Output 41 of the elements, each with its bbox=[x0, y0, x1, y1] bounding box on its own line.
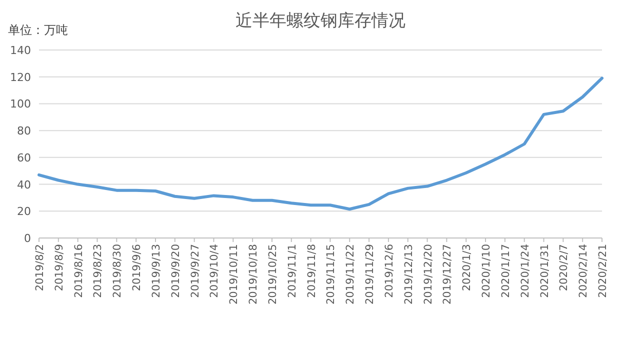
y-tick-label: 40 bbox=[17, 178, 31, 192]
x-tick-label: 2019/12/27 bbox=[442, 244, 454, 305]
x-tick-label: 2019/9/27 bbox=[189, 244, 202, 298]
x-tick-label: 2019/8/16 bbox=[72, 244, 85, 298]
x-tick-label: 2020/1/10 bbox=[480, 244, 493, 298]
x-tick-label: 2020/1/24 bbox=[519, 244, 532, 298]
x-tick-label: 2019/10/25 bbox=[266, 244, 279, 305]
x-tick-label: 2019/10/11 bbox=[228, 244, 240, 305]
x-tick-label: 2020/1/17 bbox=[500, 244, 512, 298]
x-tick-label: 2019/11/29 bbox=[364, 244, 376, 305]
y-tick-label: 80 bbox=[17, 124, 31, 138]
y-tick-label: 60 bbox=[17, 151, 31, 164]
chart-title: 近半年螺纹钢库存情况 bbox=[236, 11, 406, 31]
x-tick-label: 2019/10/4 bbox=[208, 244, 221, 298]
x-tick-label: 2020/2/21 bbox=[597, 244, 609, 298]
x-tick-label: 2019/11/22 bbox=[344, 244, 357, 305]
x-tick-label: 2019/8/30 bbox=[112, 244, 124, 298]
y-axis-title: 单位：万吨 bbox=[8, 23, 68, 37]
x-tick-label: 2020/2/14 bbox=[578, 244, 590, 298]
y-tick-label: 140 bbox=[10, 44, 31, 57]
x-tick-label: 2019/8/2 bbox=[34, 244, 46, 292]
x-tick-label: 2019/10/18 bbox=[248, 244, 260, 305]
x-tick-label: 2019/11/15 bbox=[325, 244, 338, 305]
x-tick-label: 2019/11/1 bbox=[286, 244, 298, 298]
x-tick-label: 2019/12/13 bbox=[402, 244, 415, 305]
y-tick-label: 0 bbox=[24, 232, 31, 245]
x-tick-label: 2019/9/20 bbox=[170, 244, 182, 298]
x-tick-label: 2019/12/6 bbox=[383, 244, 396, 298]
x-tick-label: 2020/1/3 bbox=[461, 244, 474, 292]
x-tick-label: 2019/9/13 bbox=[150, 244, 162, 298]
x-tick-label: 2019/8/23 bbox=[92, 244, 104, 298]
y-tick-label: 120 bbox=[10, 70, 31, 84]
x-tick-label: 2019/11/8 bbox=[306, 244, 318, 298]
y-tick-label: 20 bbox=[17, 205, 31, 218]
x-tick-label: 2019/9/6 bbox=[131, 244, 144, 292]
x-tick-label: 2019/8/9 bbox=[53, 244, 66, 292]
x-tick-label: 2020/1/31 bbox=[538, 244, 551, 298]
line-series bbox=[38, 76, 604, 211]
x-tick-label: 2020/2/7 bbox=[558, 244, 570, 292]
y-tick-label: 100 bbox=[10, 98, 31, 111]
x-tick-label: 2019/12/20 bbox=[422, 244, 434, 305]
